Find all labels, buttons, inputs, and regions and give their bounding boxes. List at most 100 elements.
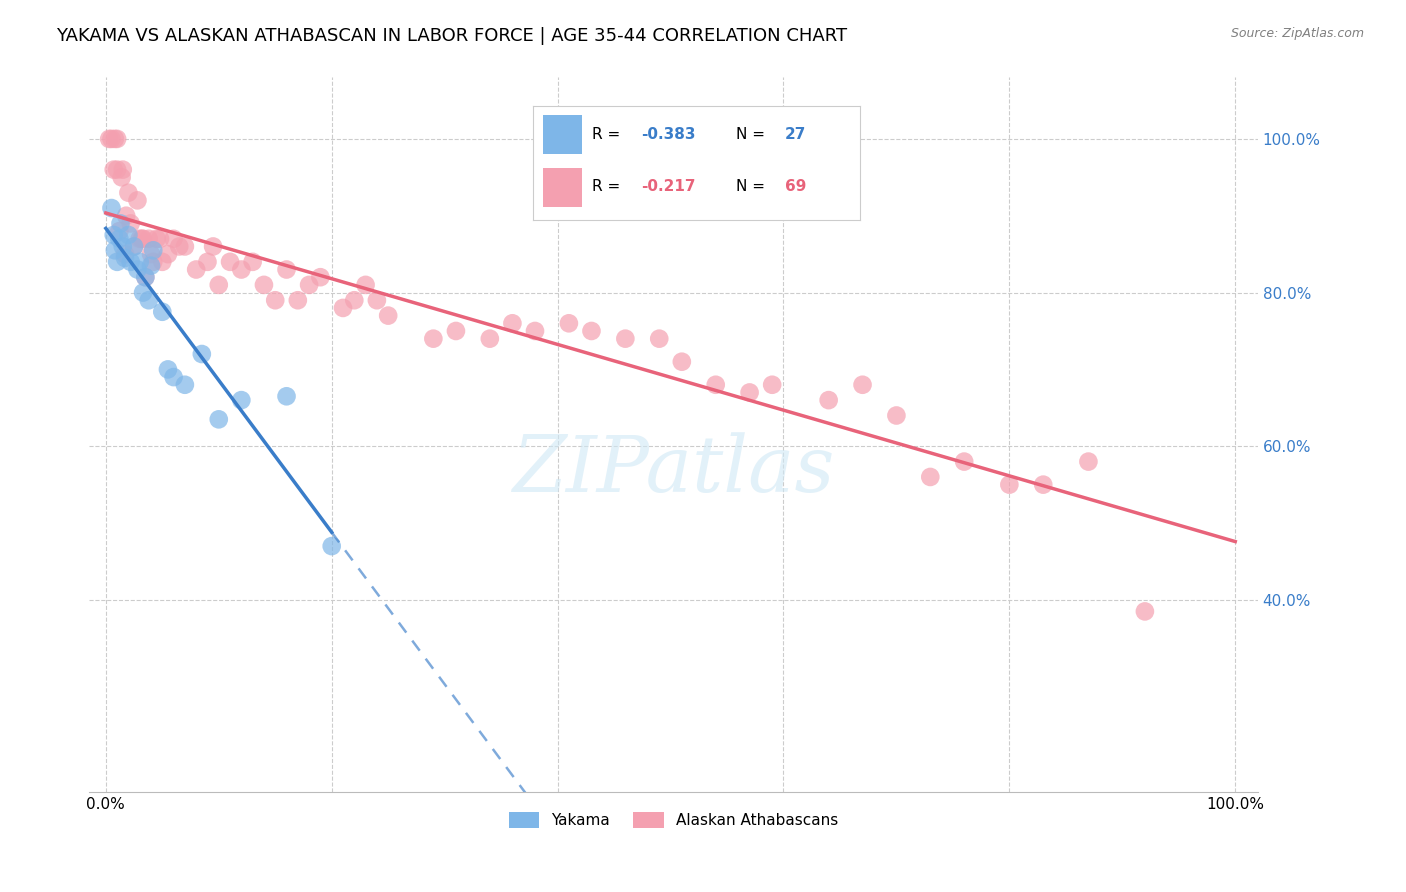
- Point: [100, 201, 122, 215]
- Point: [704, 377, 727, 392]
- Point: [953, 454, 976, 468]
- Point: [139, 247, 162, 261]
- Point: [501, 316, 523, 330]
- Point: [132, 285, 155, 300]
- Point: [1077, 454, 1099, 468]
- Point: [104, 244, 127, 258]
- Point: [105, 162, 128, 177]
- Point: [114, 251, 136, 265]
- Point: [332, 301, 354, 315]
- Point: [104, 132, 127, 146]
- Point: [761, 377, 783, 392]
- Point: [558, 316, 581, 330]
- Point: [98, 132, 121, 146]
- Point: [115, 209, 138, 223]
- Point: [208, 277, 231, 292]
- Point: [998, 477, 1021, 491]
- Point: [186, 262, 208, 277]
- Point: [142, 255, 165, 269]
- Point: [343, 293, 366, 308]
- Point: [110, 216, 132, 230]
- Point: [117, 186, 139, 200]
- Point: [208, 412, 231, 426]
- Legend: Yakama, Alaskan Athabascans: Yakama, Alaskan Athabascans: [502, 806, 844, 834]
- Point: [851, 377, 873, 392]
- Point: [886, 409, 908, 423]
- Point: [120, 255, 142, 269]
- Point: [142, 244, 165, 258]
- Point: [321, 539, 343, 553]
- Point: [167, 239, 190, 253]
- Point: [122, 239, 145, 253]
- Point: [145, 232, 167, 246]
- Text: YAKAMA VS ALASKAN ATHABASCAN IN LABOR FORCE | AGE 35-44 CORRELATION CHART: YAKAMA VS ALASKAN ATHABASCAN IN LABOR FO…: [56, 27, 848, 45]
- Point: [1032, 477, 1054, 491]
- Point: [132, 232, 155, 246]
- Point: [253, 277, 276, 292]
- Point: [264, 293, 287, 308]
- Point: [108, 224, 131, 238]
- Point: [120, 216, 142, 230]
- Point: [202, 239, 225, 253]
- Point: [131, 232, 153, 246]
- Point: [191, 347, 214, 361]
- Point: [173, 377, 195, 392]
- Point: [614, 332, 637, 346]
- Point: [366, 293, 388, 308]
- Point: [648, 332, 671, 346]
- Point: [127, 262, 149, 277]
- Point: [122, 239, 145, 253]
- Point: [817, 393, 839, 408]
- Text: ZIPatlas: ZIPatlas: [512, 433, 835, 508]
- Point: [738, 385, 761, 400]
- Point: [128, 232, 150, 246]
- Point: [231, 262, 253, 277]
- Point: [309, 270, 332, 285]
- Point: [298, 277, 321, 292]
- Point: [242, 255, 264, 269]
- Point: [108, 232, 131, 246]
- Point: [111, 239, 134, 253]
- Point: [581, 324, 603, 338]
- Point: [139, 259, 162, 273]
- Point: [1133, 604, 1156, 618]
- Point: [127, 194, 149, 208]
- Text: Source: ZipAtlas.com: Source: ZipAtlas.com: [1230, 27, 1364, 40]
- Point: [162, 232, 184, 246]
- Point: [276, 389, 298, 403]
- Point: [276, 262, 298, 277]
- Point: [444, 324, 467, 338]
- Point: [103, 162, 125, 177]
- Point: [138, 293, 160, 308]
- Point: [117, 227, 139, 242]
- Point: [134, 270, 156, 285]
- Point: [105, 132, 128, 146]
- Point: [149, 232, 172, 246]
- Point: [377, 309, 399, 323]
- Point: [114, 247, 136, 261]
- Point: [354, 277, 377, 292]
- Point: [671, 355, 693, 369]
- Point: [150, 305, 173, 319]
- Point: [162, 370, 184, 384]
- Point: [524, 324, 547, 338]
- Point: [111, 162, 134, 177]
- Point: [287, 293, 309, 308]
- Point: [156, 362, 179, 376]
- Point: [105, 255, 128, 269]
- Point: [920, 470, 942, 484]
- Point: [134, 270, 156, 285]
- Point: [111, 170, 134, 185]
- Point: [100, 132, 122, 146]
- Point: [173, 239, 195, 253]
- Point: [150, 255, 173, 269]
- Point: [422, 332, 444, 346]
- Point: [103, 227, 125, 242]
- Point: [197, 255, 219, 269]
- Point: [156, 247, 179, 261]
- Point: [231, 393, 253, 408]
- Point: [128, 255, 150, 269]
- Point: [219, 255, 242, 269]
- Point: [138, 232, 160, 246]
- Point: [478, 332, 501, 346]
